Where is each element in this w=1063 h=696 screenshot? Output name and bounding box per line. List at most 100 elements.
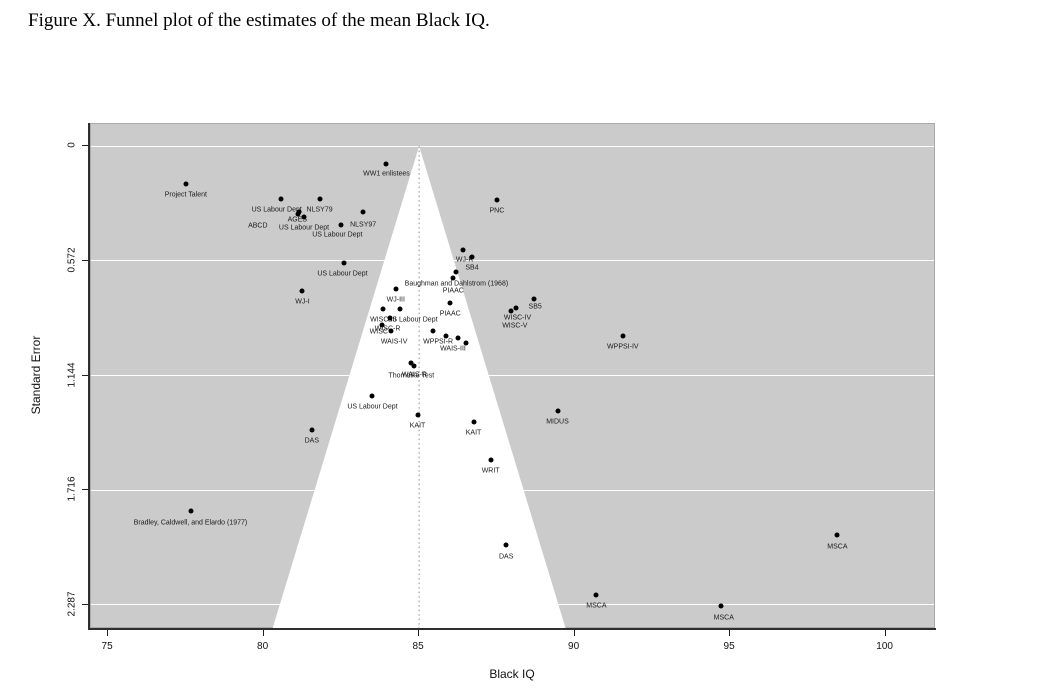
- data-point: [299, 288, 305, 294]
- data-point-label: NLSY97: [350, 221, 377, 229]
- data-point-label: WW1 enlistees: [363, 170, 410, 178]
- data-point: [411, 363, 417, 369]
- y-tick-mark: [82, 603, 88, 605]
- x-tick-label: 75: [101, 641, 113, 652]
- x-tick-label: 100: [876, 641, 893, 652]
- x-tick-label: 85: [412, 641, 424, 652]
- data-point-label: WISC-III: [370, 316, 397, 324]
- data-point-label: MSCA: [586, 602, 607, 610]
- data-point: [415, 412, 421, 418]
- y-tick-label: 0.572: [66, 247, 78, 273]
- data-point: [718, 603, 724, 609]
- data-point-label: WPPSI-IV: [607, 343, 639, 351]
- data-point: [380, 306, 386, 312]
- data-point-label: WISC: [369, 328, 388, 336]
- data-point: [317, 196, 323, 202]
- y-tick-label: 2.287: [66, 591, 78, 617]
- data-point-label: WRIT: [481, 467, 500, 475]
- x-axis-title: Black IQ: [489, 667, 535, 681]
- data-point: [620, 333, 626, 339]
- data-point: [430, 328, 436, 334]
- data-point: [531, 296, 537, 302]
- data-point-label: US Labour Dept: [278, 224, 330, 232]
- data-point-label: Thorndike Test: [388, 372, 435, 380]
- x-tick-mark: [418, 630, 420, 636]
- data-point-label: SB4: [465, 264, 479, 272]
- data-point: [387, 315, 393, 321]
- y-tick-mark: [82, 145, 88, 147]
- data-point: [455, 335, 461, 341]
- data-point: [460, 247, 466, 253]
- x-axis-line: [88, 628, 936, 630]
- data-point: [513, 305, 519, 311]
- y-tick-mark: [82, 259, 88, 261]
- data-point-label: Baughman and Dahlstrom (1968): [404, 280, 509, 288]
- x-tick-mark: [884, 630, 886, 636]
- x-tick-label: 80: [257, 641, 269, 652]
- funnel-region: [272, 146, 566, 629]
- data-point-label: WAIS-R: [401, 371, 427, 379]
- data-point: [443, 333, 449, 339]
- data-point: [408, 360, 414, 366]
- data-point: [834, 532, 840, 538]
- data-point-label: Bradley, Caldwell, and Elardo (1977): [133, 519, 248, 527]
- data-point-label: US Labour Dept: [317, 270, 368, 278]
- data-point-label: US Labour Dept: [312, 231, 363, 239]
- gridline: [91, 145, 934, 147]
- y-tick-label: 1.716: [66, 476, 78, 502]
- data-point: [278, 196, 284, 202]
- data-point: [295, 211, 301, 217]
- data-point: [301, 214, 307, 220]
- data-point-label: US Labour Dept: [347, 403, 398, 411]
- data-point-label: US Labour Dept: [251, 206, 302, 214]
- data-point-label: MSCA: [827, 543, 848, 551]
- x-tick-label: 90: [568, 641, 580, 652]
- data-point: [488, 457, 494, 463]
- data-point: [450, 275, 456, 281]
- data-point-label: WAIS-IV: [380, 338, 408, 346]
- data-point: [183, 181, 189, 187]
- data-point-label: WISC-R: [374, 325, 401, 333]
- y-tick-mark: [82, 374, 88, 376]
- data-point-label: MSCA: [713, 614, 734, 622]
- data-point-label: PIAAC: [442, 287, 464, 295]
- data-point: [471, 419, 477, 425]
- data-point-label: PIAAC: [439, 310, 461, 318]
- data-point: [383, 161, 389, 167]
- data-point-label: WISC-V: [502, 322, 528, 330]
- data-point: [369, 393, 375, 399]
- data-point: [379, 322, 385, 328]
- data-point-label: NLSY79: [306, 206, 333, 214]
- data-point: [463, 340, 469, 346]
- data-point-label: SB5: [528, 303, 542, 311]
- data-point-label: KAIT: [409, 422, 426, 430]
- figure-title: Figure X. Funnel plot of the estimates o…: [28, 10, 490, 31]
- data-point: [555, 408, 560, 414]
- data-point-label: DAS: [498, 553, 514, 561]
- x-tick-mark: [107, 630, 109, 636]
- data-point: [397, 306, 403, 312]
- data-point: [393, 286, 399, 292]
- data-point: [447, 300, 453, 306]
- data-point: [341, 260, 347, 266]
- data-point: [593, 592, 599, 598]
- data-point: [388, 328, 394, 334]
- data-point-label: WJ-R: [455, 256, 474, 264]
- x-tick-mark: [573, 630, 575, 636]
- y-tick-label: 0: [66, 142, 78, 148]
- data-point-label: KAIT: [465, 429, 482, 437]
- data-point-label: WJ-I: [295, 298, 310, 306]
- data-point: [453, 269, 459, 275]
- data-point: [360, 209, 366, 215]
- funnel-polygon: [272, 146, 566, 629]
- x-tick-label: 95: [723, 641, 735, 652]
- y-tick-mark: [82, 489, 88, 491]
- data-point-label: WISC-IV: [503, 314, 532, 322]
- data-point-label: MIDUS: [546, 418, 569, 426]
- x-tick-mark: [729, 630, 731, 636]
- data-point: [494, 197, 500, 203]
- data-point: [188, 508, 194, 514]
- data-point-label: ABCD: [248, 222, 268, 230]
- data-point-label: US Labour Dept: [387, 316, 438, 324]
